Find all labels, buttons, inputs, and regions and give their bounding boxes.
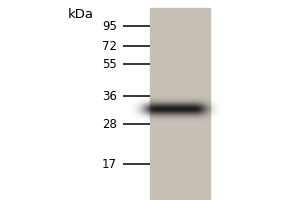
Bar	[150, 8, 210, 200]
Text: 28: 28	[102, 117, 117, 130]
Text: 17: 17	[102, 158, 117, 170]
Text: 72: 72	[102, 40, 117, 52]
Text: kDa: kDa	[68, 8, 94, 21]
Text: 36: 36	[102, 90, 117, 102]
Text: 55: 55	[102, 58, 117, 71]
Text: 95: 95	[102, 20, 117, 32]
